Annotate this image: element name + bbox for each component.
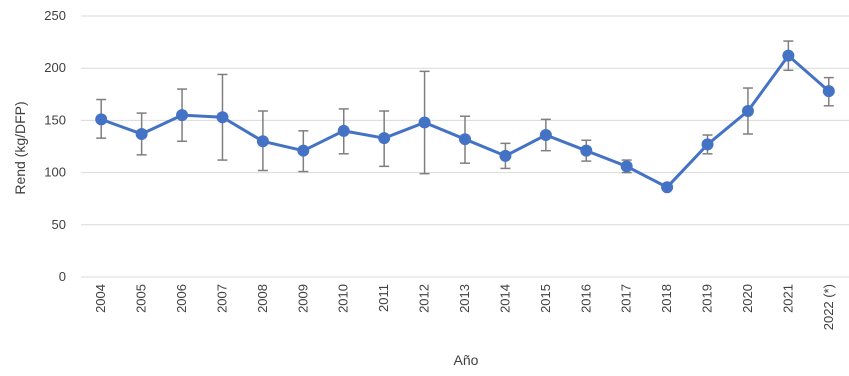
x-tick-label: 2018 xyxy=(659,284,674,313)
data-point xyxy=(459,133,471,146)
x-tick-label: 2022 (*) xyxy=(821,284,836,330)
y-axis-ticks: 0 50 100 150 200 250 xyxy=(44,8,66,284)
data-point xyxy=(782,49,795,62)
data-point xyxy=(418,116,431,129)
x-tick-label: 2014 xyxy=(497,284,512,313)
data-point xyxy=(135,127,148,140)
x-tick-label: 2015 xyxy=(538,284,553,313)
x-tick-label: 2019 xyxy=(700,284,715,313)
y-tick-label: 250 xyxy=(44,8,66,23)
y-tick-label: 0 xyxy=(59,269,66,284)
data-point xyxy=(620,160,633,173)
x-axis-ticks: 2004 2005 2006 2007 2008 2009 2010 2011 2012 2013… xyxy=(93,284,836,330)
x-tick-label: 2008 xyxy=(255,284,270,313)
data-point xyxy=(256,135,269,148)
x-axis-title: Año xyxy=(454,352,479,368)
y-axis-title: Rend (kg/DFP) xyxy=(12,101,28,194)
x-tick-label: 2010 xyxy=(336,284,351,313)
x-tick-label: 2006 xyxy=(174,284,189,313)
error-bars xyxy=(96,40,834,175)
data-point xyxy=(297,144,310,157)
x-tick-label: 2012 xyxy=(417,284,432,313)
x-tick-label: 2020 xyxy=(740,284,755,313)
data-point xyxy=(95,113,108,126)
data-point xyxy=(822,85,835,98)
x-tick-label: 2013 xyxy=(457,284,472,313)
data-point xyxy=(701,138,714,151)
data-point xyxy=(216,111,229,124)
data-point xyxy=(539,129,552,142)
x-tick-label: 2009 xyxy=(295,284,310,313)
x-tick-label: 2021 xyxy=(780,284,795,313)
data-point xyxy=(337,124,350,137)
data-point xyxy=(741,105,754,118)
x-tick-label: 2005 xyxy=(134,284,149,313)
x-tick-label: 2007 xyxy=(214,284,229,313)
x-tick-label: 2016 xyxy=(578,284,593,313)
data-point xyxy=(661,181,674,194)
data-points xyxy=(95,49,835,194)
data-point xyxy=(499,149,512,162)
x-tick-label: 2017 xyxy=(619,284,634,313)
data-point xyxy=(580,144,593,157)
x-tick-label: 2011 xyxy=(376,284,391,312)
y-tick-label: 100 xyxy=(44,165,66,180)
data-point xyxy=(176,109,189,122)
y-tick-label: 150 xyxy=(44,112,66,127)
y-tick-label: 50 xyxy=(52,217,66,232)
data-point xyxy=(378,132,391,145)
x-tick-label: 2004 xyxy=(93,284,108,313)
y-tick-label: 200 xyxy=(44,60,66,75)
